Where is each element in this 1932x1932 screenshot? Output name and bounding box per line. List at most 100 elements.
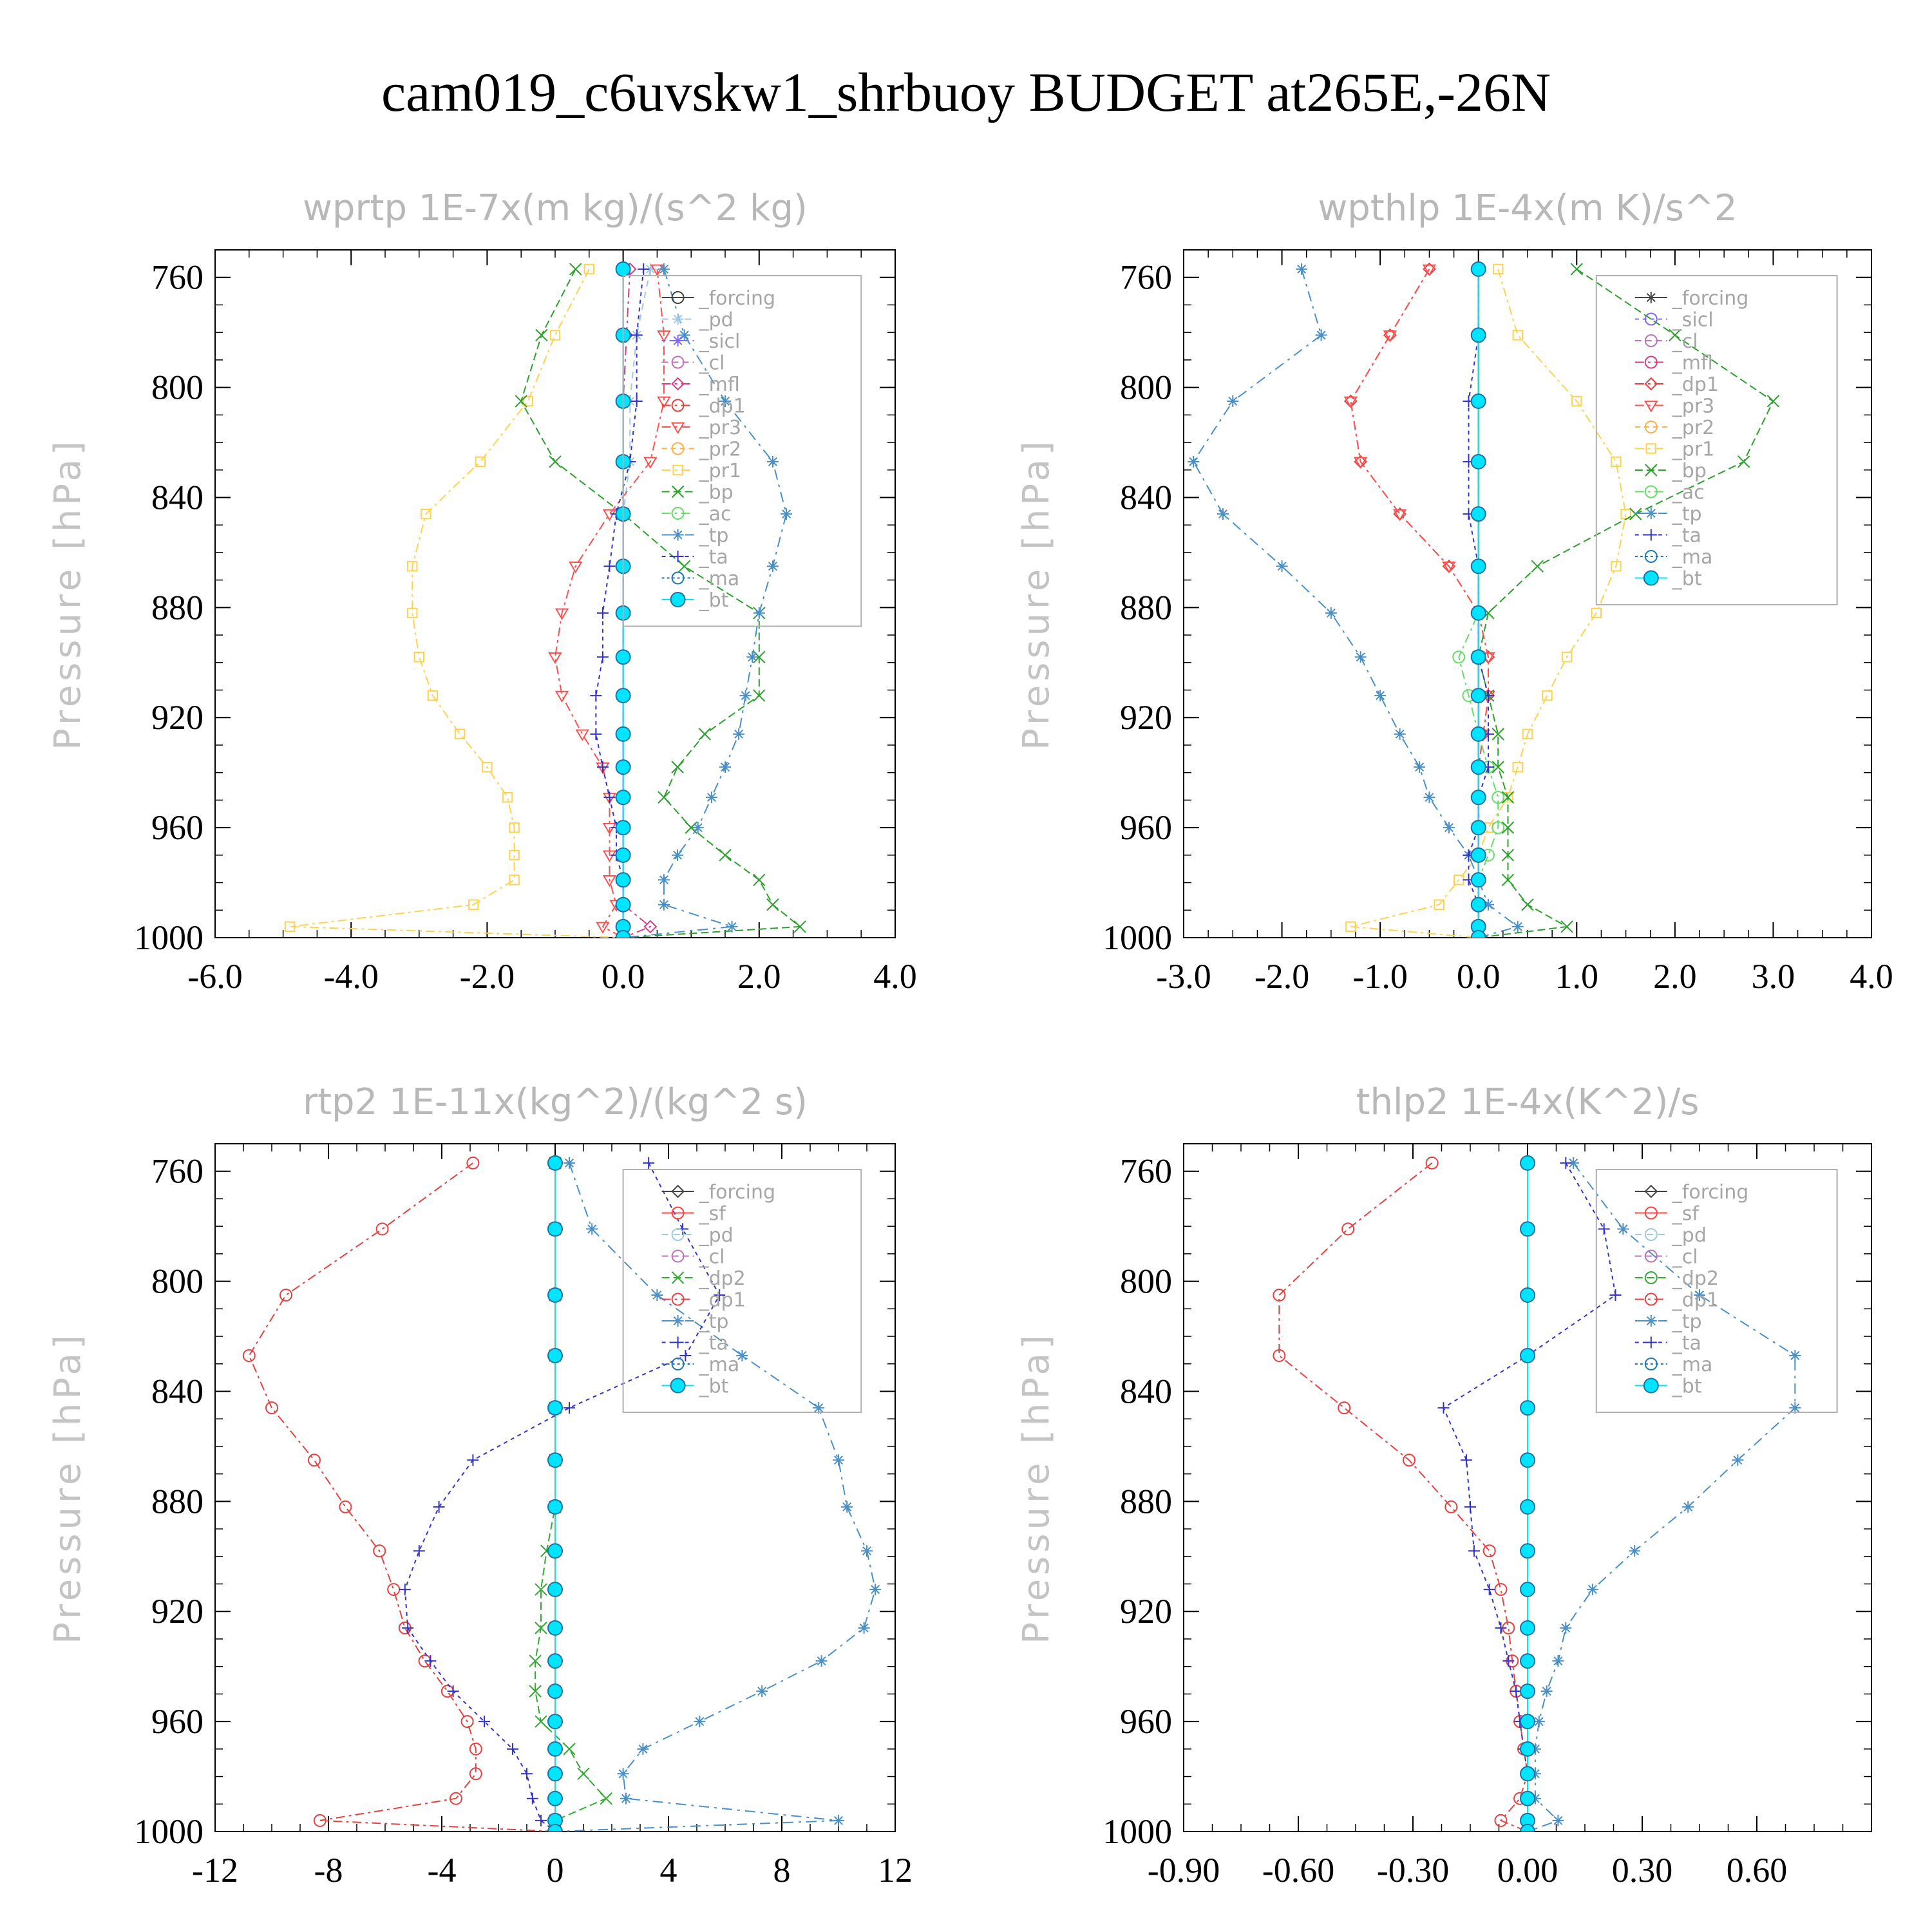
data-point-bt <box>547 1221 563 1237</box>
data-point-ta <box>526 1792 538 1804</box>
data-point-pr3 <box>602 509 617 522</box>
data-point-tp <box>692 822 704 834</box>
data-point-tp <box>672 849 684 861</box>
series-tp <box>1527 1157 1801 1832</box>
data-point-ta <box>402 1622 414 1634</box>
series-pr3 <box>1343 264 1495 938</box>
legend-label-bt: _bt <box>1672 568 1702 591</box>
data-point-bt <box>1520 1620 1535 1636</box>
data-point-dp1 <box>1494 1583 1508 1596</box>
data-point-bt <box>547 1543 563 1559</box>
legend-marker-pr2 <box>671 442 685 455</box>
data-point-pr1 <box>1493 263 1504 275</box>
data-point-ta <box>507 1743 518 1755</box>
data-point-tp <box>753 607 765 619</box>
series-line-pr3 <box>554 269 665 938</box>
data-point-pr1 <box>407 607 418 619</box>
legend-marker-bt <box>670 592 686 607</box>
data-point-tp <box>781 508 793 520</box>
legend-marker-ac <box>1644 485 1658 498</box>
data-point-tp <box>694 1716 706 1728</box>
data-point-pr1 <box>475 456 486 468</box>
data-point-tp <box>736 1349 748 1361</box>
data-point-tp <box>1789 1349 1801 1361</box>
legend-marker-pr2 <box>1644 421 1658 433</box>
series-ta <box>590 263 650 938</box>
legend-marker-bp <box>1645 464 1658 477</box>
legend-marker-tp <box>1645 1315 1657 1327</box>
data-point-tp <box>637 1743 649 1755</box>
y-tick-label: 960 <box>151 1702 204 1741</box>
data-point-bp <box>658 791 670 804</box>
data-point-ta <box>564 1402 575 1414</box>
data-point-pr1 <box>413 652 424 663</box>
data-point-pr3 <box>657 396 671 408</box>
data-point-tp <box>1188 455 1200 468</box>
data-point-pr1 <box>522 395 533 407</box>
data-point-ta <box>603 791 616 804</box>
data-point-tp <box>1533 1716 1545 1728</box>
x-tick-label: 0 <box>547 1851 564 1889</box>
series-line-dp1 <box>1278 1162 1529 1832</box>
series-pr3 <box>548 264 671 938</box>
x-tick-label: -6.0 <box>187 957 242 996</box>
data-point-dp1 <box>265 1401 278 1415</box>
legend-label-ta: _ta <box>699 1332 728 1355</box>
data-point-ta <box>1468 1545 1480 1557</box>
x-tick-label: 0.00 <box>1497 1851 1558 1889</box>
data-point-tp <box>1789 1402 1801 1414</box>
data-point-dp1 <box>242 1349 256 1362</box>
data-point-pr1 <box>1512 761 1523 773</box>
data-point-tp <box>766 455 779 468</box>
data-point-ta <box>590 728 602 740</box>
legend-marker-ma <box>1644 550 1658 563</box>
data-point-bp <box>753 689 766 702</box>
data-point-bt <box>1520 1766 1535 1782</box>
x-tick-label: 2.0 <box>1653 957 1697 996</box>
y-tick-label: 1000 <box>1103 1812 1172 1851</box>
legend-box <box>622 1169 862 1413</box>
data-point-pr3 <box>650 264 665 276</box>
data-point-tp <box>813 1402 825 1414</box>
legend-label-sf: _sf <box>699 1203 727 1226</box>
legend-label-dp1: _dp1 <box>1672 1289 1719 1312</box>
data-point-bt <box>1520 1347 1535 1363</box>
data-point-tp <box>1217 508 1229 520</box>
data-point-dp1 <box>339 1500 352 1513</box>
x-tick-label: -2.0 <box>1255 957 1309 996</box>
legend-label-dp2: _dp2 <box>699 1267 746 1290</box>
data-point-ta <box>643 1157 655 1169</box>
legend-label-bt: _bt <box>699 1376 729 1398</box>
legend-box <box>1595 275 1838 605</box>
data-point-pd <box>644 263 656 275</box>
x-tick-label: -2.0 <box>460 957 515 996</box>
series-bp <box>515 263 806 938</box>
data-point-dp2 <box>600 1792 612 1805</box>
data-point-ta <box>1437 1402 1450 1414</box>
data-point-bt <box>615 649 631 665</box>
data-point-pr1 <box>1345 921 1356 933</box>
data-point-bp <box>1492 761 1504 773</box>
data-point-bt <box>1470 649 1486 665</box>
data-point-bt <box>615 688 631 704</box>
data-point-ta <box>1598 1223 1610 1235</box>
data-point-tp <box>1423 791 1435 804</box>
data-point-bt <box>1520 1287 1535 1303</box>
legend-marker-ta <box>1645 1336 1657 1349</box>
legend-marker-dp1 <box>671 1293 685 1306</box>
data-point-pr3 <box>602 822 617 835</box>
data-point-bp <box>1501 849 1515 862</box>
data-point-pr3 <box>1343 396 1358 408</box>
y-axis: 760 800 840 880 920 960 1000 <box>134 258 895 957</box>
data-point-dp1 <box>373 1544 386 1558</box>
data-point-dp1 <box>1341 1222 1355 1236</box>
legend-marker-dp1 <box>671 399 685 412</box>
data-point-tp <box>756 1685 768 1698</box>
legend-label-forcing: _forcing <box>699 287 775 310</box>
x-axis: -0.90 -0.60 -0.30 0.00 0.30 0.60 <box>1148 1144 1872 1889</box>
data-point-bt <box>1520 1400 1535 1416</box>
legend-marker-forcing <box>671 1184 685 1198</box>
data-point-bt <box>1520 1790 1535 1806</box>
data-point-bt <box>1470 759 1486 775</box>
data-point-bp <box>1737 455 1750 468</box>
